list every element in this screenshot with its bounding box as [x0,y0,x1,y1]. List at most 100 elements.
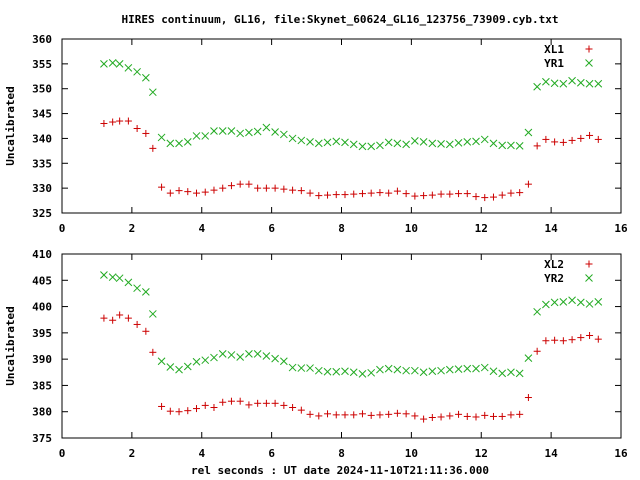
top-panel: Uncalibrated 325 330 335 340 345 350 355 360 0 2 4 6… [4,33,628,235]
marker-stroke [576,298,585,307]
y-tick-label: 385 [32,379,52,392]
marker-stroke [384,364,393,373]
data-point-xl1 [210,186,218,194]
marker-stroke [133,67,141,76]
data-point-xl1 [184,188,192,196]
marker-stroke [428,367,437,376]
marker-stroke [594,79,603,88]
data-point-yr1 [175,139,183,148]
data-point-xl2 [472,413,480,421]
data-point-yr1 [463,138,472,146]
data-point-yr2 [218,350,227,358]
data-point-xl1 [236,180,244,188]
marker-stroke [463,138,472,146]
data-point-xl1 [315,192,323,200]
data-point-xl2 [376,411,384,419]
data-point-yr2 [124,278,133,287]
data-point-yr2 [314,366,323,375]
data-point-xl1 [367,189,375,197]
data-point-yr2 [227,351,236,359]
marker-stroke [524,354,533,362]
data-point-yr1 [124,63,133,72]
data-point-yr2 [576,298,585,307]
data-point-xl2 [175,408,183,416]
marker-stroke [411,366,419,375]
x-tick-label: 4 [198,447,205,460]
marker-stroke [393,139,402,148]
data-point-xl1 [507,189,515,197]
data-point-yr2 [515,369,524,378]
marker-stroke [568,76,576,85]
data-point-xl1 [254,184,262,192]
marker-stroke [358,142,367,151]
marker-stroke [227,351,236,359]
marker-stroke [245,350,253,358]
data-point-yr2 [253,350,262,358]
marker-stroke [323,367,332,376]
x-tick-label: 6 [268,222,275,235]
data-point-xl2 [142,327,150,335]
data-point-yr1 [480,135,489,144]
marker-stroke [271,354,279,363]
marker-stroke [192,132,201,140]
data-point-yr2 [201,356,210,365]
marker-stroke [341,138,349,147]
data-point-xl1 [498,191,506,199]
data-point-xl1 [551,138,559,146]
data-point-xl1 [149,144,157,152]
data-point-xl2 [498,412,506,420]
data-point-xl1 [193,189,201,197]
chart-title: HIRES continuum, GL16, file:Skynet_60624… [121,13,558,26]
data-point-xl2 [594,335,602,343]
plot-frame [61,38,622,214]
marker-stroke [428,139,437,148]
x-tick-label: 6 [268,447,275,460]
data-point-yr2 [463,364,472,373]
data-point-xl2 [341,411,349,419]
data-point-xl2 [254,399,262,407]
data-point-yr2 [341,367,349,376]
y-tick-label: 345 [32,108,52,121]
y-tick-label: 380 [32,406,52,419]
marker-stroke [376,141,384,150]
marker-stroke [297,364,306,372]
data-point-yr1 [341,138,349,147]
data-point-yr1 [100,60,108,68]
data-point-yr1 [192,132,201,140]
legend-label-yr2: YR2 [544,272,564,285]
plot-frame [61,253,622,439]
data-point-yr2 [367,368,376,377]
data-point-yr1 [297,136,306,145]
data-point-xl2 [551,336,559,344]
data-point-yr1 [515,142,524,150]
marker-stroke [323,138,332,147]
marker-stroke [141,287,150,296]
marker-stroke [367,142,376,151]
data-point-yr1 [271,128,279,136]
marker-stroke [594,297,603,306]
data-point-xl2 [367,411,375,419]
data-point-xl1 [116,117,124,125]
data-point-yr1 [245,128,253,137]
data-point-xl2 [158,402,166,410]
marker-stroke [376,365,384,374]
marker-stroke [498,141,507,150]
y-tick-label: 400 [32,301,52,314]
y-tick-label: 390 [32,353,52,366]
marker-stroke [218,127,227,135]
data-point-yr2 [507,368,515,377]
marker-stroke [124,278,133,287]
data-point-yr2 [108,273,117,281]
marker-stroke [201,356,210,365]
marker-stroke [489,367,498,376]
data-point-yr1 [314,139,323,148]
data-point-xl2 [289,404,297,412]
marker-stroke [306,364,314,372]
data-point-xl1 [446,190,454,198]
data-point-xl2 [437,413,445,421]
marker-stroke [306,138,314,146]
data-point-xl1 [124,117,132,125]
data-point-xl1 [324,191,332,199]
x-axis-label: rel seconds : UT date 2024-11-10T21:11:3… [191,464,489,477]
data-point-xl2 [280,401,288,409]
